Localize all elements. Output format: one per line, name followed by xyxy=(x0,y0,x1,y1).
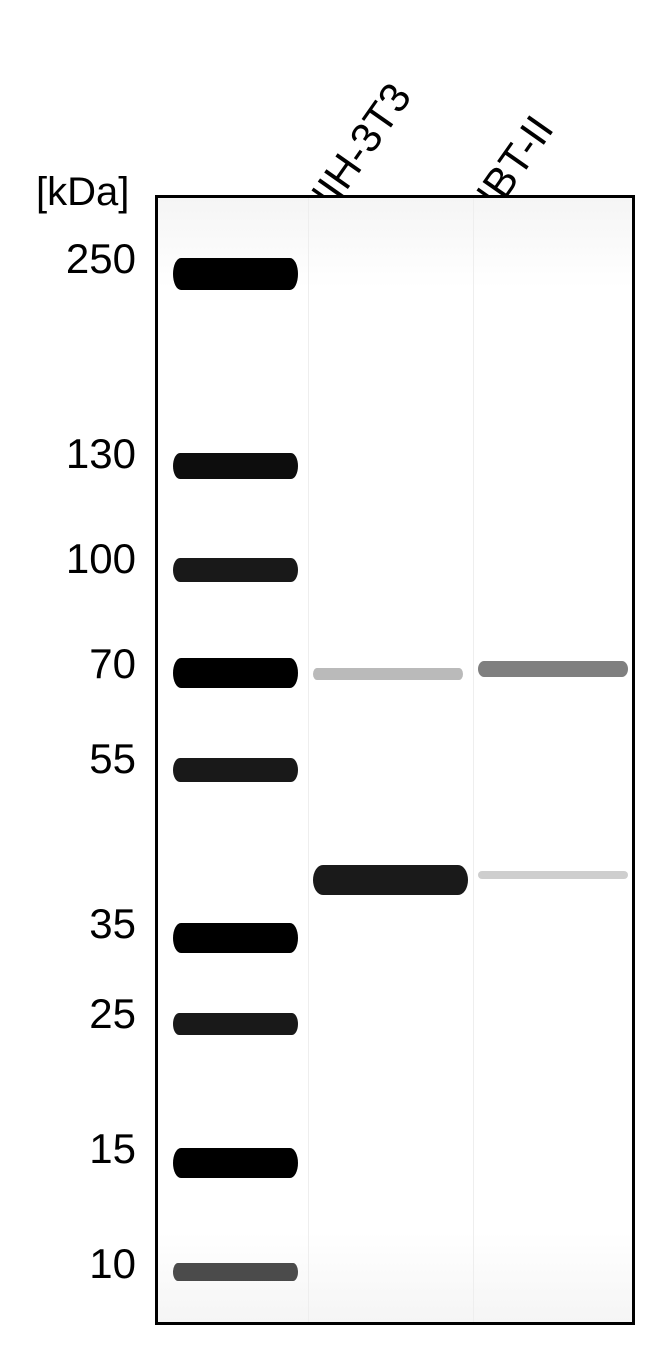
ladder-band-10 xyxy=(173,1263,298,1281)
ladder-band-250 xyxy=(173,258,298,290)
unit-label: [kDa] xyxy=(36,170,129,215)
mw-label-25: 25 xyxy=(36,990,136,1038)
mw-label-15: 15 xyxy=(36,1125,136,1173)
lane-divider xyxy=(308,198,309,1322)
mw-label-70: 70 xyxy=(36,640,136,688)
ladder-band-35 xyxy=(173,923,298,953)
mw-label-55: 55 xyxy=(36,735,136,783)
mw-label-35: 35 xyxy=(36,900,136,948)
blot-frame xyxy=(155,195,635,1325)
mw-label-10: 10 xyxy=(36,1240,136,1288)
ladder-band-130 xyxy=(173,453,298,479)
ladder-band-25 xyxy=(173,1013,298,1035)
ladder-band-70 xyxy=(173,658,298,688)
blot-membrane xyxy=(158,198,632,1322)
nih3t3-band-main xyxy=(313,865,468,895)
ladder-band-15 xyxy=(173,1148,298,1178)
ladder-band-55 xyxy=(173,758,298,782)
mw-label-250: 250 xyxy=(36,235,136,283)
western-blot-figure: [kDa] NIH-3T3 NBT-II 250 130 100 70 55 3… xyxy=(0,0,650,1346)
mw-label-100: 100 xyxy=(36,535,136,583)
nih3t3-band-upper xyxy=(313,668,463,680)
ladder-band-100 xyxy=(173,558,298,582)
nbtii-band-upper xyxy=(478,661,628,677)
mw-label-130: 130 xyxy=(36,430,136,478)
nbtii-band-lower xyxy=(478,871,628,879)
lane-divider xyxy=(473,198,474,1322)
